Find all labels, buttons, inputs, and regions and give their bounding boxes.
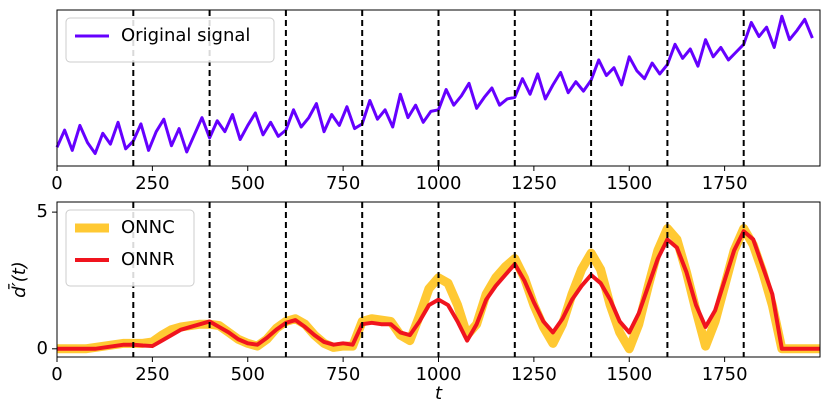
x-tick-label: 1000 xyxy=(416,364,462,385)
x-tick-label: 750 xyxy=(326,173,360,194)
x-tick-label: 1500 xyxy=(606,364,652,385)
x-tick-label: 1750 xyxy=(702,364,748,385)
x-tick-label: 250 xyxy=(135,364,169,385)
y-axis-label: d̄′(t) xyxy=(8,261,30,298)
x-tick-label: 1750 xyxy=(702,173,748,194)
x-tick-label: 500 xyxy=(231,364,265,385)
series-line xyxy=(57,229,820,351)
axes-frame xyxy=(56,201,821,358)
x-tick-label: 750 xyxy=(326,364,360,385)
x-tick-label: 1250 xyxy=(511,173,557,194)
y-tick-label: 5 xyxy=(37,201,48,222)
x-tick-label: 250 xyxy=(135,173,169,194)
legend-box xyxy=(65,17,275,63)
x-tick-label: 1250 xyxy=(511,364,557,385)
x-tick-label: 1000 xyxy=(416,173,462,194)
x-tick-label: 1500 xyxy=(606,173,652,194)
x-tick-label: 500 xyxy=(231,173,265,194)
legend-label: ONNR xyxy=(121,249,175,270)
legend-label: ONNC xyxy=(121,217,175,238)
series-line xyxy=(55,14,814,156)
x-tick-label: 0 xyxy=(51,364,62,385)
x-axis-label: t xyxy=(435,383,443,404)
axes-frame xyxy=(56,9,821,167)
legend-label: Original signal xyxy=(121,25,250,46)
x-tick-label: 0 xyxy=(51,173,62,194)
y-tick-label: 0 xyxy=(37,338,48,359)
